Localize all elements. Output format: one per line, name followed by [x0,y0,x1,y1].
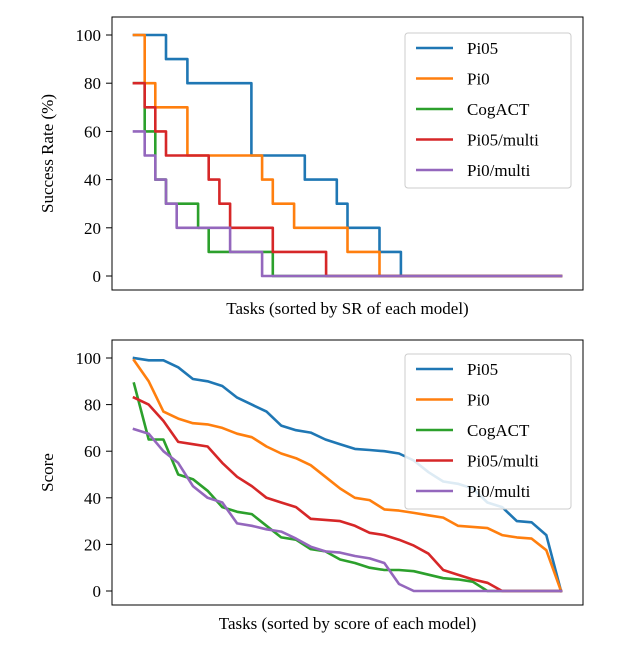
legend-box [404,353,572,510]
y-tick-label: 20 [84,219,101,238]
legend-label-pi0: Pi0 [467,391,490,410]
y-tick-label: 40 [84,489,101,508]
x-axis-title: Tasks (sorted by SR of each model) [226,299,468,318]
legend-label-pi0-multi: Pi0/multi [467,161,531,180]
y-tick-label: 80 [84,396,101,415]
y-tick-label: 60 [84,442,101,461]
legend-label-pi0: Pi0 [467,70,490,89]
y-tick-label: 0 [93,582,102,601]
legend-label-pi05-multi: Pi05/multi [467,452,539,471]
series-line-pi05-multi [132,395,563,593]
y-tick-label: 80 [84,74,101,93]
y-tick-label: 0 [93,267,102,286]
y-axis-title: Success Rate (%) [38,94,57,213]
series-line-pi0 [132,358,563,593]
y-tick-label: 100 [76,26,102,45]
y-axis-title: Score [38,453,57,492]
legend-label-pi05: Pi05 [467,360,498,379]
y-tick-label: 40 [84,171,101,190]
legend-box [404,32,572,189]
plot-frame [111,339,584,606]
legend-label-cogact: CogACT [467,421,530,440]
y-tick-label: 100 [76,349,102,368]
plot-frame [111,16,584,291]
y-tick-label: 60 [84,122,101,141]
legend: Pi05 Pi0 CogACT Pi05/multi Pi0/multi [404,353,572,510]
legend-label-pi05-multi: Pi05/multi [467,131,539,150]
score-chart: 0 20 40 60 80 100 Tasks (sorted by score of ea… [38,339,584,633]
success-rate-chart: 0 20 40 60 80 100 Tasks (sorted by SR of each … [38,16,584,318]
legend-label-cogact: CogACT [467,100,530,119]
legend-label-pi0-multi: Pi0/multi [467,482,531,501]
legend-label-pi05: Pi05 [467,39,498,58]
y-tick-label: 20 [84,535,101,554]
legend: Pi05 Pi0 CogACT Pi05/multi Pi0/multi [404,32,572,189]
x-axis-title: Tasks (sorted by score of each model) [219,614,477,633]
series-line-pi0-multi [132,130,563,278]
series-line-pi0-multi [132,427,563,593]
